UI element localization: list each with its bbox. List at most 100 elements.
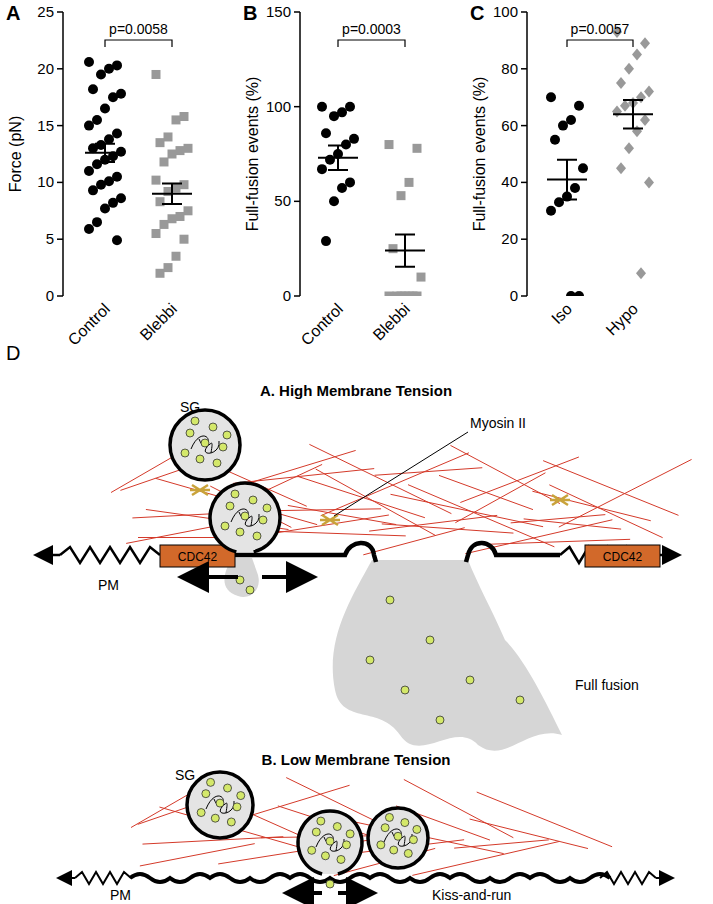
data-point [640,114,650,126]
data-point [168,214,177,223]
data-point [397,292,406,297]
data-point [88,143,98,153]
category-label: Blebbi [370,300,413,343]
cargo-dot [236,528,244,536]
diagram-title: A. High Membrane Tension [260,382,452,399]
diagram: DA. High Membrane TensionCDC42CDC42SGMyo… [6,342,692,903]
y-tick-label: 10 [37,173,54,190]
figure: A0510152025Force (pN)ControlBlebbip=0.00… [0,0,713,904]
panel: C020406080100Full-fusion events (%)IsoHy… [470,2,654,339]
y-tick [521,125,527,127]
myosin-ii [550,495,570,505]
membrane-label: PM [110,887,131,903]
y-axis-title: Force (pN) [7,116,24,192]
p-value: p=0.0003 [342,21,401,37]
actin-filament [274,509,381,511]
force-arrow [338,891,370,895]
cargo-dot [386,596,394,604]
cargo-dot [321,852,329,860]
data-point [644,86,654,98]
tension-spring [600,872,656,884]
secretory-granule [210,483,280,552]
actin-filament [408,485,554,547]
granule-content [231,509,259,526]
data-point [108,92,118,102]
actin-filament [412,841,559,875]
data-point [329,111,339,121]
cargo-dot [201,439,209,447]
cargo-dot [221,522,229,530]
data-point [624,142,634,154]
actin-filament [470,819,588,849]
y-tick [57,238,63,240]
outcome-label: Kiss-and-run [432,887,511,903]
panel-letter: B [243,2,257,24]
y-tick [57,11,63,13]
data-point [92,217,102,227]
cargo-dot [226,502,234,510]
y-tick-label: 40 [501,173,518,190]
data-point [325,155,335,165]
cargo-dot [227,818,235,826]
error-bar [395,234,415,266]
y-tick-label: 150 [266,3,291,20]
panel: A0510152025Force (pN)ControlBlebbip=0.00… [6,2,193,349]
y-tick [57,295,63,297]
tension-arrow [60,877,75,879]
actin-filament [455,473,545,523]
actin-filament [476,539,630,544]
data-point [172,115,181,124]
force-arrow [185,575,238,579]
data-point [620,100,630,112]
data-point [96,180,106,190]
y-tick [521,295,527,297]
actin-network [111,444,692,554]
plot-area [317,102,426,296]
data-point [329,196,339,206]
cargo-dot [241,512,249,520]
data-point [616,77,626,89]
data-point [156,269,165,278]
tension-spring [560,547,655,563]
y-tick-label: 0 [510,287,518,304]
tension-spring [75,872,131,884]
cargo-dot [342,841,350,849]
tension-spring [60,547,160,563]
data-point [337,183,347,193]
y-tick-label: 0 [283,287,291,304]
actin-filament [532,491,650,521]
outcome-label: Full fusion [575,677,639,693]
y-tick [294,201,300,203]
data-point [566,291,576,296]
y-axis-title: Full-fusion events (%) [471,77,488,232]
p-value: p=0.0057 [571,21,630,37]
data-point [96,69,106,79]
error-bar [95,144,115,162]
data-point [152,176,161,185]
data-point [100,204,110,214]
granule-membrane [187,772,253,838]
cargo-dot [224,784,232,792]
y-tick-label: 20 [501,230,518,247]
data-point [317,164,327,174]
data-point [160,220,169,229]
cargo-dot [197,809,205,817]
data-point [644,176,654,188]
myosin-ii [320,515,340,525]
granule-membrane [298,811,362,874]
category-label: Blebbi [137,300,180,343]
data-point [88,185,98,195]
granule-membrane [170,410,240,480]
y-tick [521,182,527,184]
data-point [640,37,650,49]
cargo-dot [249,496,257,504]
cargo-dot [346,830,354,838]
data-point [405,178,414,187]
cargo-dot [317,817,325,825]
y-tick [57,68,63,70]
y-tick-label: 50 [274,192,291,209]
myosin-label: Myosin II [470,415,526,431]
y-tick-label: 100 [493,3,518,20]
actin-filament [363,528,464,555]
granule-content [384,829,412,846]
